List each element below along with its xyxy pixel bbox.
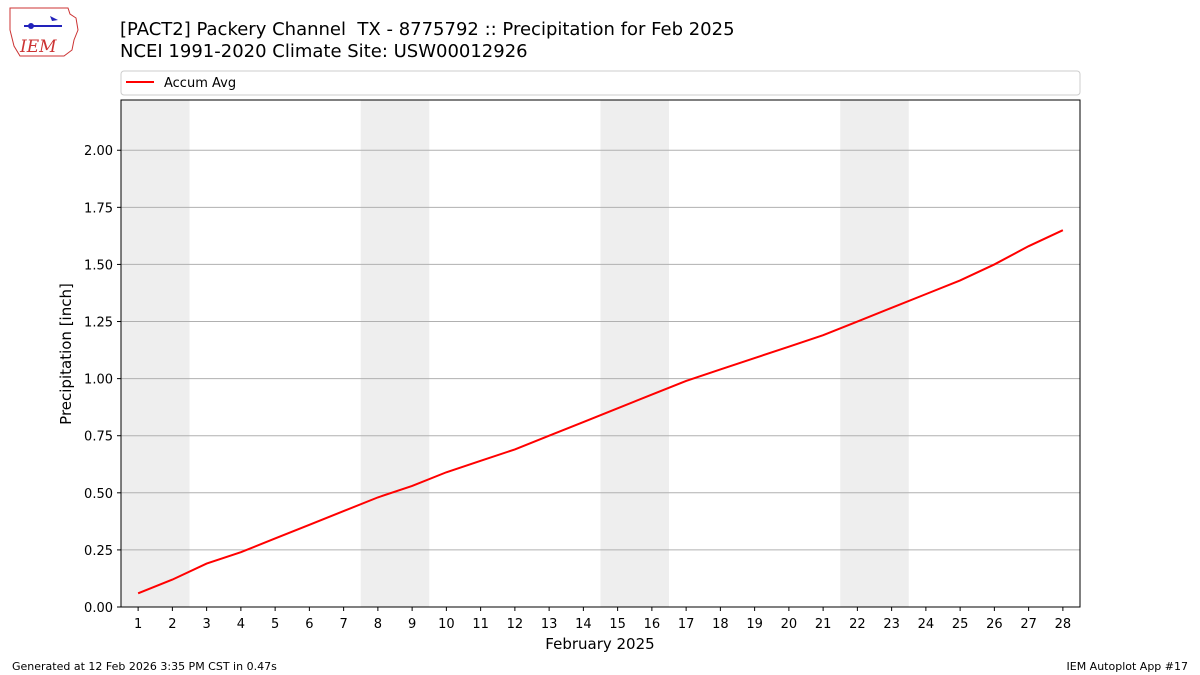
y-tick-label: 0.75: [84, 430, 113, 445]
y-tick-label: 1.00: [84, 373, 113, 388]
x-tick-label: 17: [678, 617, 695, 632]
x-tick-label: 24: [918, 617, 935, 632]
weekend-band: [360, 100, 430, 607]
y-tick-label: 1.25: [84, 316, 113, 331]
x-tick-label: 28: [1055, 617, 1072, 632]
x-tick-label: 22: [849, 617, 866, 632]
y-tick-label: 1.50: [84, 258, 113, 273]
x-tick-label: 12: [507, 617, 524, 632]
footer-left: Generated at 12 Feb 2026 3:35 PM CST in …: [12, 660, 277, 673]
x-tick-label: 21: [815, 617, 832, 632]
x-tick-label: 16: [644, 617, 661, 632]
weekend-band: [121, 100, 190, 607]
x-tick-label: 2: [168, 617, 176, 632]
x-tick-label: 15: [609, 617, 626, 632]
x-tick-label: 23: [883, 617, 900, 632]
footer-right: IEM Autoplot App #17: [1067, 660, 1189, 673]
x-tick-label: 3: [202, 617, 210, 632]
x-tick-label: 9: [408, 617, 416, 632]
x-tick-label: 11: [472, 617, 489, 632]
plot-frame: [120, 99, 1081, 608]
weekend-band: [600, 100, 669, 607]
x-tick-label: 4: [237, 617, 245, 632]
y-tick-label: 0.25: [84, 544, 113, 559]
y-axis-label: Precipitation [inch]: [57, 283, 75, 425]
logo: IEM: [9, 7, 79, 57]
y-tick-label: 0.50: [84, 487, 113, 502]
x-tick-label: 19: [746, 617, 763, 632]
chart-title: [PACT2] Packery Channel TX - 8775792 :: …: [120, 19, 735, 40]
x-tick-label: 1: [134, 617, 142, 632]
x-axis-label: February 2025: [545, 635, 654, 653]
x-tick-label: 13: [541, 617, 558, 632]
series-line: [137, 229, 1064, 595]
chart-subtitle: NCEI 1991-2020 Climate Site: USW00012926: [120, 41, 528, 62]
y-tick-label: 0.00: [84, 601, 113, 616]
legend-label: Accum Avg: [164, 76, 236, 91]
y-tick-label: 2.00: [84, 144, 113, 159]
x-tick-label: 27: [1020, 617, 1037, 632]
x-tick-label: 18: [712, 617, 729, 632]
x-tick-label: 10: [438, 617, 455, 632]
y-tick-label: 1.75: [84, 201, 113, 216]
x-tick-label: 7: [339, 617, 347, 632]
x-tick-label: 5: [271, 617, 279, 632]
logo-text: IEM: [19, 37, 57, 57]
x-tick-label: 26: [986, 617, 1003, 632]
x-tick-label: 6: [305, 617, 313, 632]
x-tick-label: 8: [374, 617, 382, 632]
legend-box: [120, 70, 1081, 96]
weekend-band: [840, 100, 909, 607]
x-tick-label: 25: [952, 617, 969, 632]
x-tick-label: 20: [781, 617, 798, 632]
x-tick-label: 14: [575, 617, 592, 632]
